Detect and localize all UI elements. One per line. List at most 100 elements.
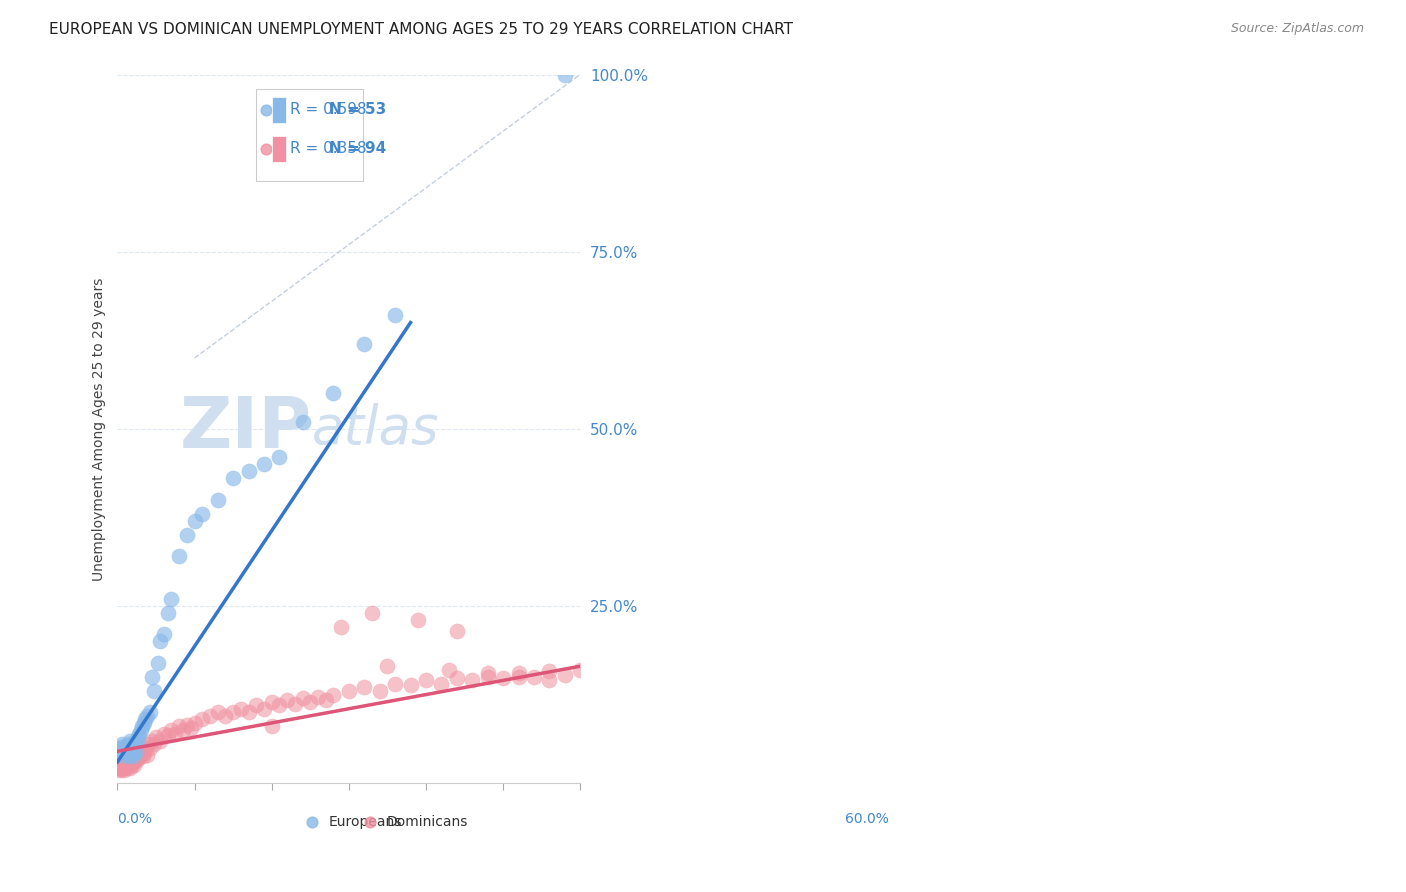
FancyBboxPatch shape	[316, 812, 326, 833]
Point	[207, 706, 229, 720]
Point	[108, 764, 131, 778]
Point	[118, 755, 141, 769]
Text: atlas: atlas	[312, 403, 439, 455]
Point	[183, 514, 205, 528]
Point	[131, 744, 153, 758]
Point	[307, 690, 329, 704]
Point	[176, 718, 198, 732]
Point	[430, 815, 453, 830]
Point	[134, 742, 156, 756]
Point	[222, 706, 245, 720]
Point	[132, 749, 155, 764]
Point	[120, 751, 142, 765]
Text: 60.0%: 60.0%	[845, 812, 889, 825]
Point	[112, 764, 135, 778]
Point	[118, 737, 141, 751]
Point	[111, 747, 134, 762]
Point	[198, 709, 221, 723]
Point	[118, 747, 141, 762]
Point	[146, 656, 169, 670]
Point	[554, 68, 576, 82]
Point	[152, 726, 174, 740]
Point	[437, 663, 460, 677]
Point	[120, 744, 142, 758]
Point	[127, 747, 149, 762]
Point	[111, 762, 134, 776]
Point	[110, 742, 132, 756]
Point	[117, 756, 139, 771]
FancyBboxPatch shape	[273, 97, 287, 123]
Point	[117, 740, 139, 755]
Point	[337, 684, 360, 698]
Point	[368, 684, 391, 698]
Text: N = 94: N = 94	[329, 142, 387, 156]
Point	[330, 620, 353, 634]
Point	[115, 747, 138, 761]
Point	[446, 624, 468, 638]
Point	[238, 706, 260, 720]
Y-axis label: Unemployment Among Ages 25 to 29 years: Unemployment Among Ages 25 to 29 years	[93, 277, 107, 581]
Point	[111, 737, 134, 751]
Point	[176, 528, 198, 542]
Point	[207, 492, 229, 507]
Point	[112, 761, 135, 775]
Point	[269, 450, 291, 465]
Point	[121, 758, 143, 772]
Point	[461, 673, 484, 688]
Point	[152, 627, 174, 641]
Point	[167, 719, 190, 733]
Point	[122, 758, 145, 772]
Point	[120, 740, 142, 755]
Text: Source: ZipAtlas.com: Source: ZipAtlas.com	[1230, 22, 1364, 36]
Point	[172, 723, 194, 737]
Point	[108, 758, 131, 772]
Point	[554, 668, 576, 682]
Text: Europeans: Europeans	[329, 815, 402, 830]
Point	[128, 749, 150, 764]
Point	[127, 730, 149, 744]
Point	[143, 737, 166, 751]
Text: R = 0.598: R = 0.598	[290, 103, 367, 118]
Point	[135, 747, 157, 762]
FancyBboxPatch shape	[374, 812, 384, 833]
Point	[131, 719, 153, 733]
Point	[229, 702, 252, 716]
Point	[125, 749, 148, 764]
Point	[361, 606, 384, 620]
Point	[415, 673, 437, 688]
Point	[114, 758, 136, 772]
Point	[253, 702, 276, 716]
Point	[322, 386, 344, 401]
Point	[269, 698, 291, 713]
Point	[191, 507, 214, 521]
Point	[508, 670, 530, 684]
Point	[120, 756, 142, 771]
Point	[111, 758, 134, 772]
Point	[353, 336, 375, 351]
Point	[353, 103, 375, 117]
Point	[139, 706, 162, 720]
Point	[118, 733, 141, 747]
Point	[492, 671, 515, 685]
Point	[253, 457, 276, 471]
Point	[134, 712, 156, 726]
Point	[569, 663, 592, 677]
Point	[430, 677, 453, 691]
Point	[117, 758, 139, 772]
Point	[245, 698, 267, 713]
Point	[122, 737, 145, 751]
FancyBboxPatch shape	[273, 136, 287, 161]
Text: Dominicans: Dominicans	[387, 815, 468, 830]
Point	[145, 730, 167, 744]
Point	[149, 733, 172, 747]
Point	[135, 709, 157, 723]
Point	[129, 747, 152, 762]
Point	[165, 726, 187, 740]
Point	[121, 749, 143, 764]
Point	[508, 666, 530, 681]
Point	[167, 549, 190, 564]
Point	[124, 735, 146, 749]
Point	[477, 666, 499, 681]
Point	[322, 688, 344, 702]
Point	[115, 743, 138, 757]
